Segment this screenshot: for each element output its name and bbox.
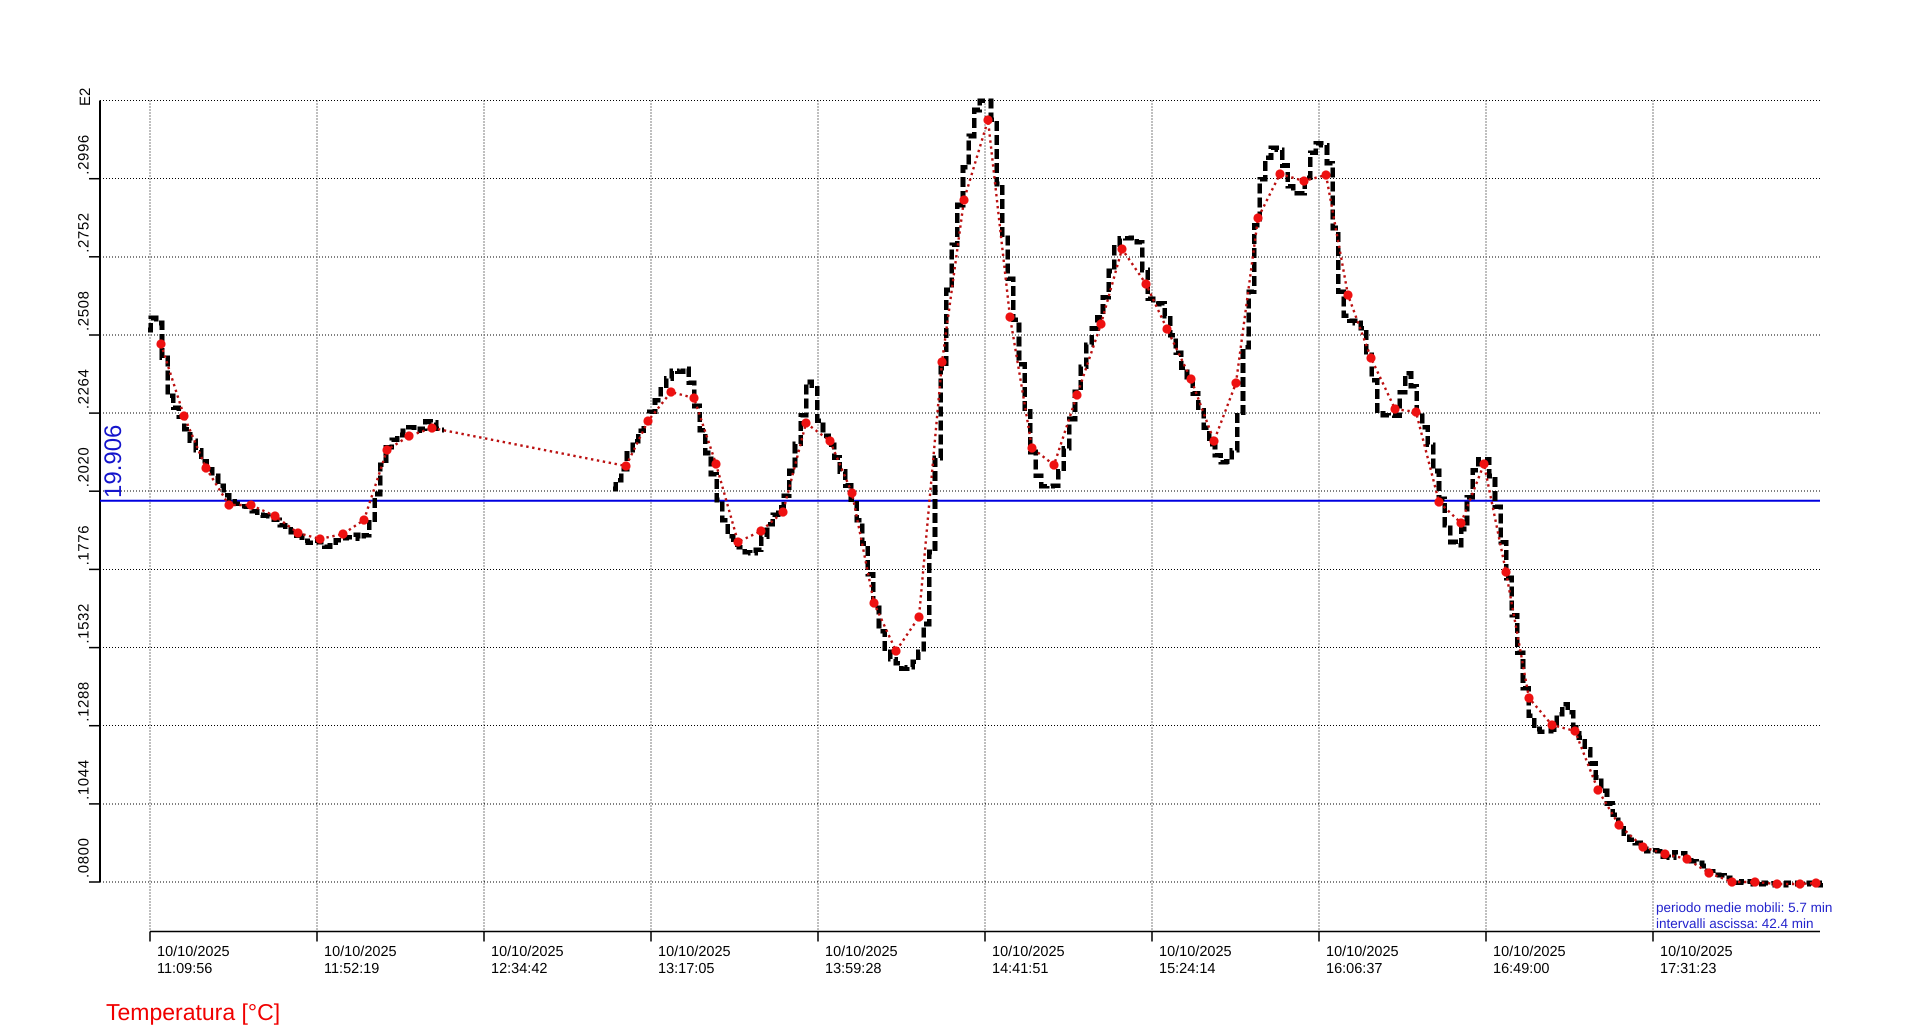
svg-text:.2264: .2264	[76, 369, 93, 410]
svg-text:11:52:19: 11:52:19	[324, 961, 379, 977]
svg-text:Temperatura [°C]: Temperatura [°C]	[106, 999, 280, 1025]
svg-text:19.906: 19.906	[100, 425, 127, 498]
svg-text:10/10/2025: 10/10/2025	[992, 944, 1065, 960]
svg-text:15:24:14: 15:24:14	[1159, 961, 1215, 977]
svg-text:14:41:51: 14:41:51	[992, 961, 1048, 977]
svg-text:.1288: .1288	[76, 681, 93, 722]
svg-text:16:06:37: 16:06:37	[1326, 961, 1382, 977]
svg-text:.0800: .0800	[76, 837, 93, 878]
svg-text:11:09:56: 11:09:56	[157, 961, 212, 977]
svg-text:.1776: .1776	[76, 525, 93, 566]
svg-text:.2020: .2020	[76, 447, 93, 488]
svg-text:.2996: .2996	[76, 134, 93, 175]
svg-text:.1044: .1044	[76, 759, 93, 800]
svg-text:13:17:05: 13:17:05	[658, 961, 714, 977]
svg-text:10/10/2025: 10/10/2025	[1493, 944, 1566, 960]
svg-text:10/10/2025: 10/10/2025	[1660, 944, 1733, 960]
svg-text:13:59:28: 13:59:28	[825, 961, 881, 977]
svg-text:10/10/2025: 10/10/2025	[825, 944, 898, 960]
svg-text:16:49:00: 16:49:00	[1493, 961, 1549, 977]
svg-text:10/10/2025: 10/10/2025	[491, 944, 564, 960]
svg-text:17:31:23: 17:31:23	[1660, 961, 1716, 977]
svg-text:periodo medie mobili: 5.7 min: periodo medie mobili: 5.7 min	[1656, 900, 1832, 915]
svg-text:12:34:42: 12:34:42	[491, 961, 547, 977]
svg-text:10/10/2025: 10/10/2025	[1326, 944, 1399, 960]
svg-text:10/10/2025: 10/10/2025	[658, 944, 731, 960]
svg-text:E2: E2	[77, 88, 94, 106]
svg-text:10/10/2025: 10/10/2025	[1159, 944, 1232, 960]
svg-text:.2752: .2752	[76, 212, 93, 253]
svg-text:10/10/2025: 10/10/2025	[324, 944, 397, 960]
svg-text:.2508: .2508	[76, 290, 93, 331]
svg-text:.1532: .1532	[76, 603, 93, 644]
svg-text:intervalli ascissa: 42.4 min: intervalli ascissa: 42.4 min	[1656, 916, 1814, 931]
svg-text:10/10/2025: 10/10/2025	[157, 944, 230, 960]
